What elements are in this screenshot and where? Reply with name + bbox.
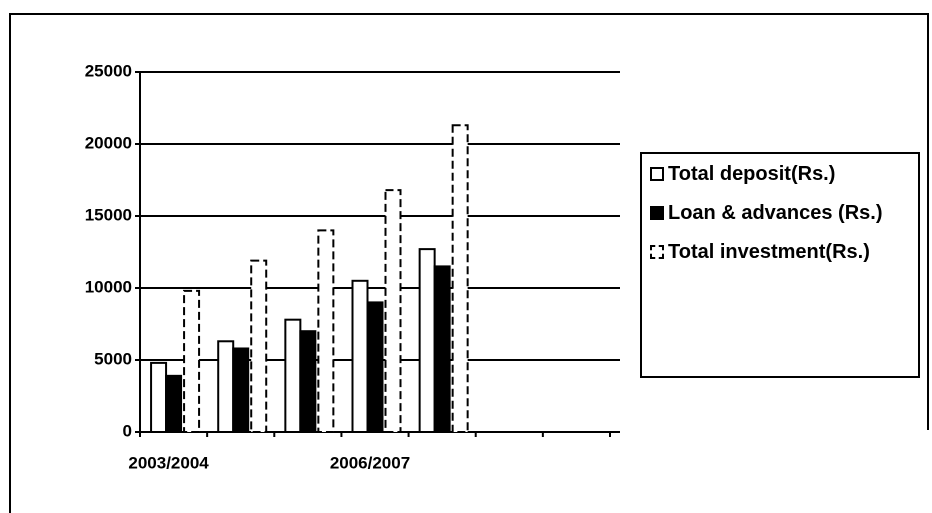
bar bbox=[299, 330, 317, 434]
legend-label: Total investment(Rs.) bbox=[668, 241, 870, 263]
bar bbox=[183, 289, 201, 433]
bar bbox=[384, 189, 402, 433]
legend: Total deposit(Rs.) Loan & advances (Rs.) T… bbox=[640, 152, 920, 378]
bar bbox=[150, 361, 168, 434]
legend-label: Loan & advances (Rs.) bbox=[668, 202, 883, 224]
legend-item: Total investment(Rs.) bbox=[650, 240, 914, 265]
bar bbox=[451, 124, 469, 433]
legend-item: Loan & advances (Rs.) bbox=[650, 201, 914, 226]
bar bbox=[433, 265, 451, 433]
bar bbox=[317, 229, 335, 433]
legend-swatch bbox=[650, 245, 664, 259]
bar bbox=[232, 347, 250, 434]
legend-swatch bbox=[650, 167, 664, 181]
y-tick-label: 0 bbox=[123, 421, 132, 440]
legend-label: Total deposit(Rs.) bbox=[668, 163, 836, 185]
y-tick-label: 25000 bbox=[85, 61, 132, 80]
bar bbox=[366, 301, 384, 433]
x-tick-label: 2006/2007 bbox=[330, 453, 410, 472]
y-tick-label: 15000 bbox=[85, 205, 132, 224]
y-tick-label: 20000 bbox=[85, 133, 132, 152]
bar bbox=[165, 374, 183, 433]
bar bbox=[351, 279, 369, 433]
frame bbox=[9, 13, 929, 513]
bar bbox=[418, 248, 436, 433]
bar bbox=[284, 318, 302, 433]
bar bbox=[217, 340, 235, 433]
y-tick-label: 10000 bbox=[85, 277, 132, 296]
legend-swatch bbox=[650, 206, 664, 220]
x-tick-label: 2003/2004 bbox=[128, 453, 209, 472]
y-tick-label: 5000 bbox=[94, 349, 132, 368]
legend-item: Total deposit(Rs.) bbox=[650, 162, 914, 187]
bar bbox=[250, 259, 268, 434]
